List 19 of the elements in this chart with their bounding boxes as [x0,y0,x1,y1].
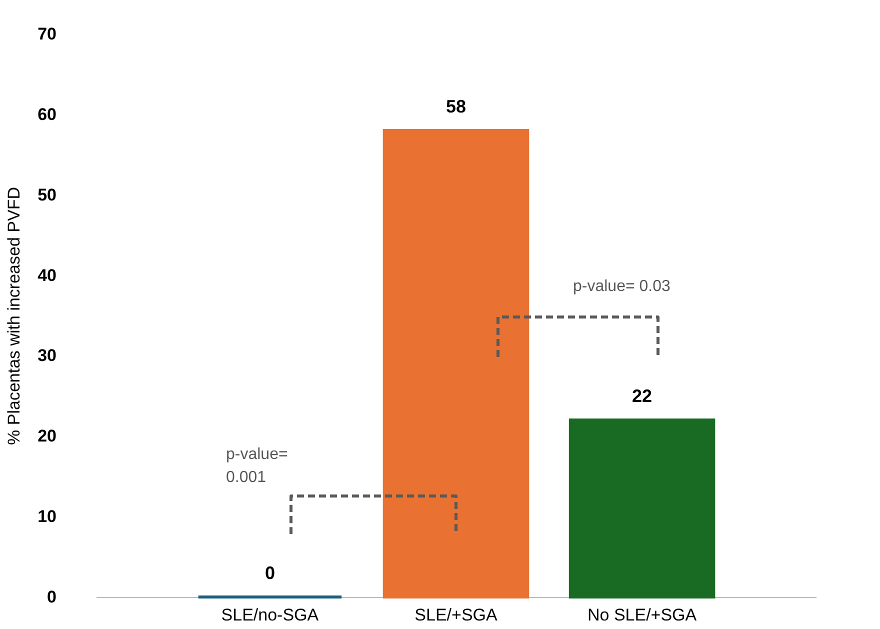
y-tick-label: 10 [38,507,56,526]
y-tick-label: 20 [38,426,56,446]
x-tick-label: No SLE/+SGA [587,606,698,624]
annotation: p-value= 0.001 [226,446,288,486]
data-label: 0 [264,563,275,583]
y-tick-label: 60 [38,104,56,124]
x-tick-label: SLE/no-SGA [221,606,320,624]
annotation: p-value= 0.03 [573,278,671,295]
data-label: 58 [446,96,466,117]
y-tick-label: 50 [38,185,56,204]
y-tick-label: 70 [38,24,56,44]
y-tick-label: 30 [38,346,56,366]
y-axis-title: % Placentas with increased PVFD [4,187,24,445]
y-tick-label: 0 [47,588,56,606]
x-tick-label: SLE/+SGA [414,606,498,624]
bar [568,418,716,598]
y-tick-label: 40 [38,266,56,285]
bar [382,129,530,598]
data-label: 22 [632,386,652,406]
